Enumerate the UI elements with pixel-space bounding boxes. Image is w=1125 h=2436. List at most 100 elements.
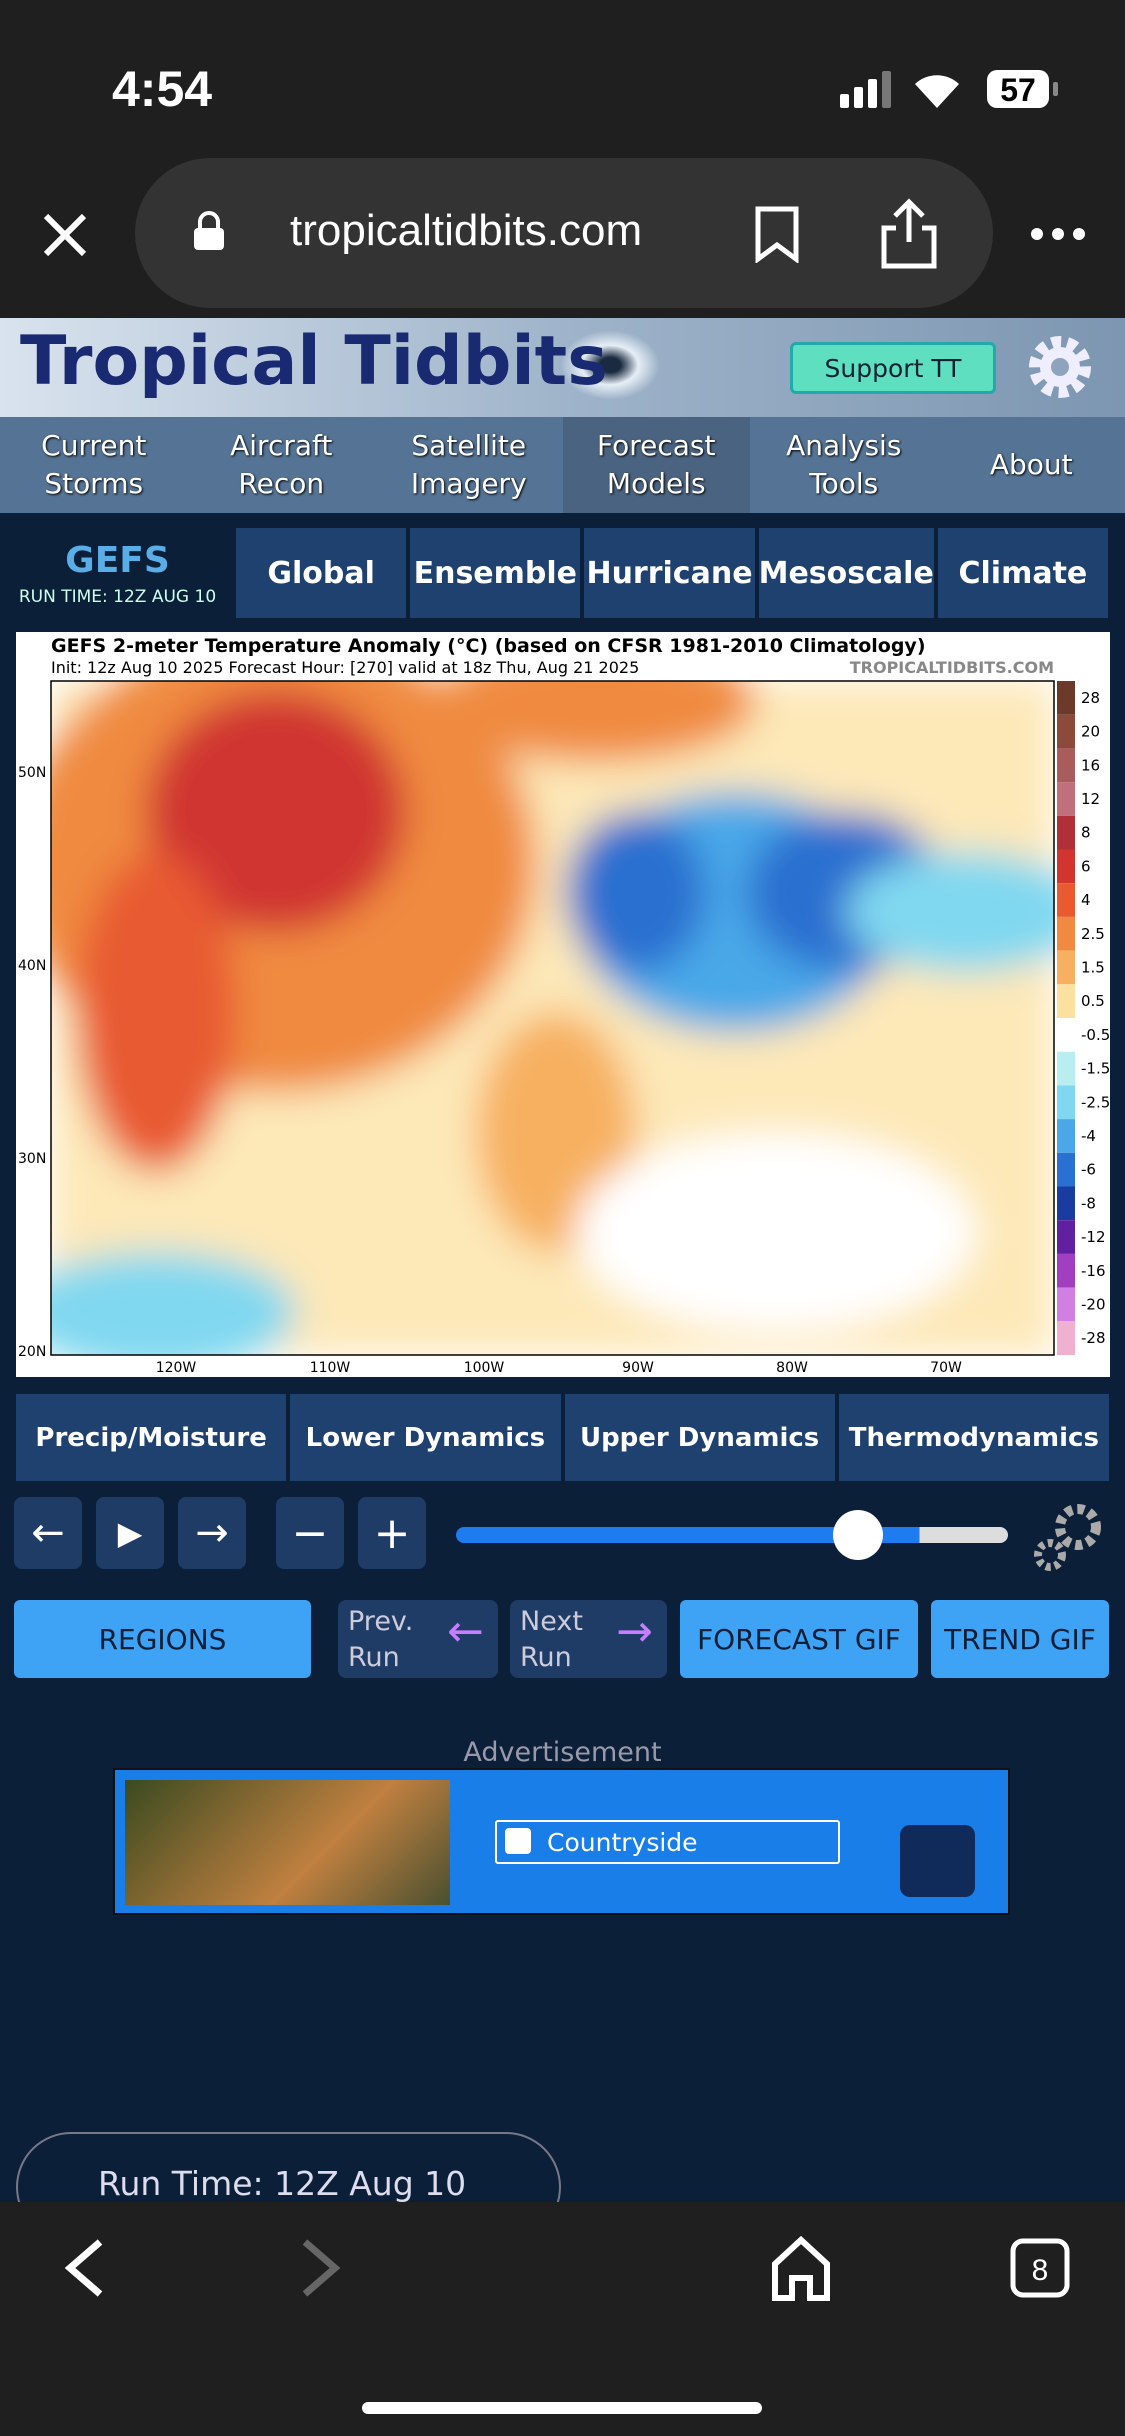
colorbar-swatch (1057, 1253, 1075, 1288)
colorbar-swatch (1057, 1085, 1075, 1120)
slider-thumb[interactable] (833, 1510, 883, 1560)
forward-button (302, 2239, 341, 2297)
colorbar-label: 4 (1081, 891, 1091, 909)
colorbar-label: -6 (1081, 1161, 1096, 1179)
colorbar-label: 1.5 (1081, 958, 1105, 976)
ad-checkbox (505, 1828, 531, 1854)
forecast-map: GEFS 2-meter Temperature Anomaly (°C) (b… (16, 632, 1110, 1377)
colorbar-label: 20 (1081, 723, 1100, 741)
colorbar-swatch (1057, 849, 1075, 884)
ad-text[interactable]: Countryside (495, 1820, 840, 1864)
category-tab[interactable]: Upper Dynamics (564, 1394, 835, 1481)
clock: 4:54 (112, 61, 213, 117)
colorbar-label: 16 (1081, 756, 1100, 774)
next-run-label: Next Run (520, 1606, 583, 1673)
colorbar-swatch (1057, 916, 1075, 951)
site-nav: Current Storms Aircraft Recon Satellite Im… (0, 417, 1125, 513)
colorbar-label: -0.5 (1081, 1026, 1110, 1044)
category-tabs: Precip/Moisture Lower Dynamics Upper Dynam… (16, 1394, 1109, 1481)
nav-item[interactable]: Current Storms (41, 429, 147, 500)
more-button[interactable] (1030, 226, 1086, 242)
colorbar-swatch (1057, 681, 1075, 715)
category-tab[interactable]: Thermodynamics (838, 1394, 1109, 1481)
lon-label: 120W (156, 1360, 197, 1376)
browser-toolbar (0, 2202, 1125, 2436)
colorbar-swatch (1057, 714, 1075, 749)
category-tab[interactable]: Precip/Moisture (16, 1394, 287, 1481)
trend-gif-button[interactable]: TREND GIF (931, 1600, 1109, 1678)
model-tab[interactable]: Mesoscale (758, 528, 934, 618)
zoom-out-button[interactable]: − (276, 1497, 344, 1569)
support-button[interactable]: Support TT (790, 342, 996, 394)
ad-banner[interactable]: Countryside (113, 1768, 1010, 1915)
colorbar-label: -1.5 (1081, 1060, 1110, 1078)
ad-logo (900, 1825, 975, 1897)
next-hour-button[interactable]: → (178, 1497, 246, 1569)
nav-item[interactable]: Aircraft Recon (230, 429, 333, 500)
model-tab[interactable]: Global (236, 528, 407, 618)
model-tab[interactable]: Ensemble (410, 528, 581, 618)
colorbar-swatch (1057, 748, 1075, 783)
zoom-in-button[interactable]: + (358, 1497, 426, 1569)
share-button[interactable] (878, 198, 940, 270)
colorbar-label: 0.5 (1081, 992, 1105, 1010)
lat-label: 50N (18, 765, 46, 781)
map-subtitle: Init: 12z Aug 10 2025 Forecast Hour: [27… (51, 658, 639, 677)
nav-item[interactable]: Satellite Imagery (410, 429, 527, 500)
animation-settings[interactable] (1028, 1497, 1108, 1577)
site-title[interactable]: Tropical Tidbits (20, 322, 608, 401)
ad-image (125, 1780, 450, 1905)
time-slider[interactable] (456, 1527, 1008, 1543)
regions-button[interactable]: REGIONS (14, 1600, 311, 1678)
home-button[interactable] (772, 2235, 830, 2301)
lock-icon (194, 211, 224, 250)
lat-label: 20N (18, 1344, 46, 1360)
lon-label: 70W (930, 1360, 962, 1376)
run-time-label: RUN TIME: 12Z AUG 10 (18, 586, 217, 607)
next-run-button[interactable]: Next Run → (510, 1600, 667, 1678)
model-tab[interactable]: Climate (937, 528, 1108, 618)
colorbar-label: -16 (1081, 1262, 1106, 1280)
back-button[interactable] (64, 2239, 103, 2297)
colorbar-label: -20 (1081, 1295, 1106, 1313)
colorbar-label: 8 (1081, 824, 1091, 842)
colorbar-label: -12 (1081, 1228, 1106, 1246)
prev-hour-button[interactable]: ← (14, 1497, 82, 1569)
colorbar-swatch (1057, 1152, 1075, 1187)
colorbar-swatch (1057, 815, 1075, 850)
lon-label: 80W (776, 1360, 808, 1376)
lon-label: 110W (310, 1360, 351, 1376)
url-bar[interactable] (135, 158, 993, 308)
nav-item[interactable]: Forecast Models (562, 417, 750, 513)
colorbar-swatch (1057, 1051, 1075, 1086)
bookmark-button[interactable] (752, 205, 802, 263)
battery-level: 57 (1000, 72, 1036, 108)
prev-run-label: Prev. Run (348, 1606, 414, 1673)
close-button[interactable] (40, 210, 90, 260)
url-text[interactable]: tropicaltidbits.com (290, 206, 643, 255)
colorbar-label: -28 (1081, 1329, 1106, 1347)
tabs-button[interactable] (1010, 2238, 1070, 2298)
model-info: GEFS RUN TIME: 12Z AUG 10 (0, 528, 235, 618)
nav-item[interactable]: Analysis Tools (786, 429, 902, 500)
colorbar-label: -8 (1081, 1194, 1096, 1212)
forecast-gif-button[interactable]: FORECAST GIF (680, 1600, 918, 1678)
map-title: GEFS 2-meter Temperature Anomaly (°C) (b… (51, 635, 926, 657)
play-button[interactable]: ▶ (96, 1497, 164, 1569)
model-tab[interactable]: Hurricane (584, 528, 755, 618)
colorbar-swatch (1057, 1220, 1075, 1254)
tab-count: 8 (1032, 2254, 1049, 2287)
colorbar-swatch (1057, 1119, 1075, 1153)
header-image (560, 330, 660, 400)
category-tab[interactable]: Lower Dynamics (290, 1394, 561, 1481)
settings-icon[interactable] (1025, 332, 1095, 402)
prev-run-button[interactable]: Prev. Run ← (338, 1600, 498, 1678)
colorbar-label: -4 (1081, 1127, 1096, 1145)
model-tabs: Global Ensemble Hurricane Mesoscale Climate (236, 528, 1108, 618)
lon-label: 90W (622, 1360, 654, 1376)
nav-item[interactable]: About (989, 448, 1073, 481)
colorbar-label: 6 (1081, 857, 1091, 875)
colorbar-label: 28 (1081, 689, 1100, 707)
colorbar-swatch (1057, 782, 1075, 816)
